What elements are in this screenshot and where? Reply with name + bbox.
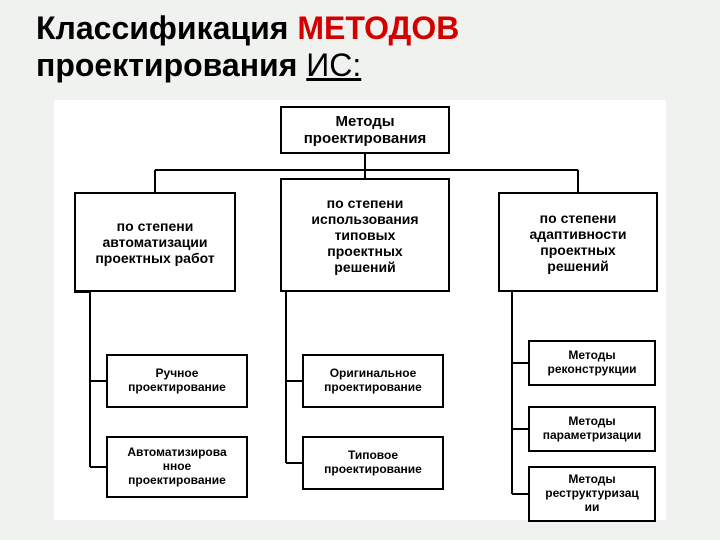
node-c3b: Методыпараметризации [528, 406, 656, 452]
node-c2a: Оригинальноепроектирование [302, 354, 444, 408]
node-b2: по степенииспользованиятиповыхпроектныхр… [280, 178, 450, 292]
node-b1: по степениавтоматизациипроектных работ [74, 192, 236, 292]
node-c3c: Методыреструктуризации [528, 466, 656, 522]
slide: Классификация МЕТОДОВ проектирования ИС:… [0, 0, 720, 540]
title-part1: Классификация [36, 10, 297, 46]
title-underline: ИС: [306, 47, 361, 83]
node-c2b: Типовоепроектирование [302, 436, 444, 490]
node-root: Методыпроектирования [280, 106, 450, 154]
title-part3: проектирования [36, 47, 306, 83]
title-emphasis: МЕТОДОВ [297, 10, 459, 46]
node-c3a: Методыреконструкции [528, 340, 656, 386]
node-b3: по степениадаптивностипроектныхрешений [498, 192, 658, 292]
node-c1a: Ручноепроектирование [106, 354, 248, 408]
slide-title: Классификация МЕТОДОВ проектирования ИС: [36, 10, 696, 84]
node-c1b: Автоматизированноепроектирование [106, 436, 248, 498]
